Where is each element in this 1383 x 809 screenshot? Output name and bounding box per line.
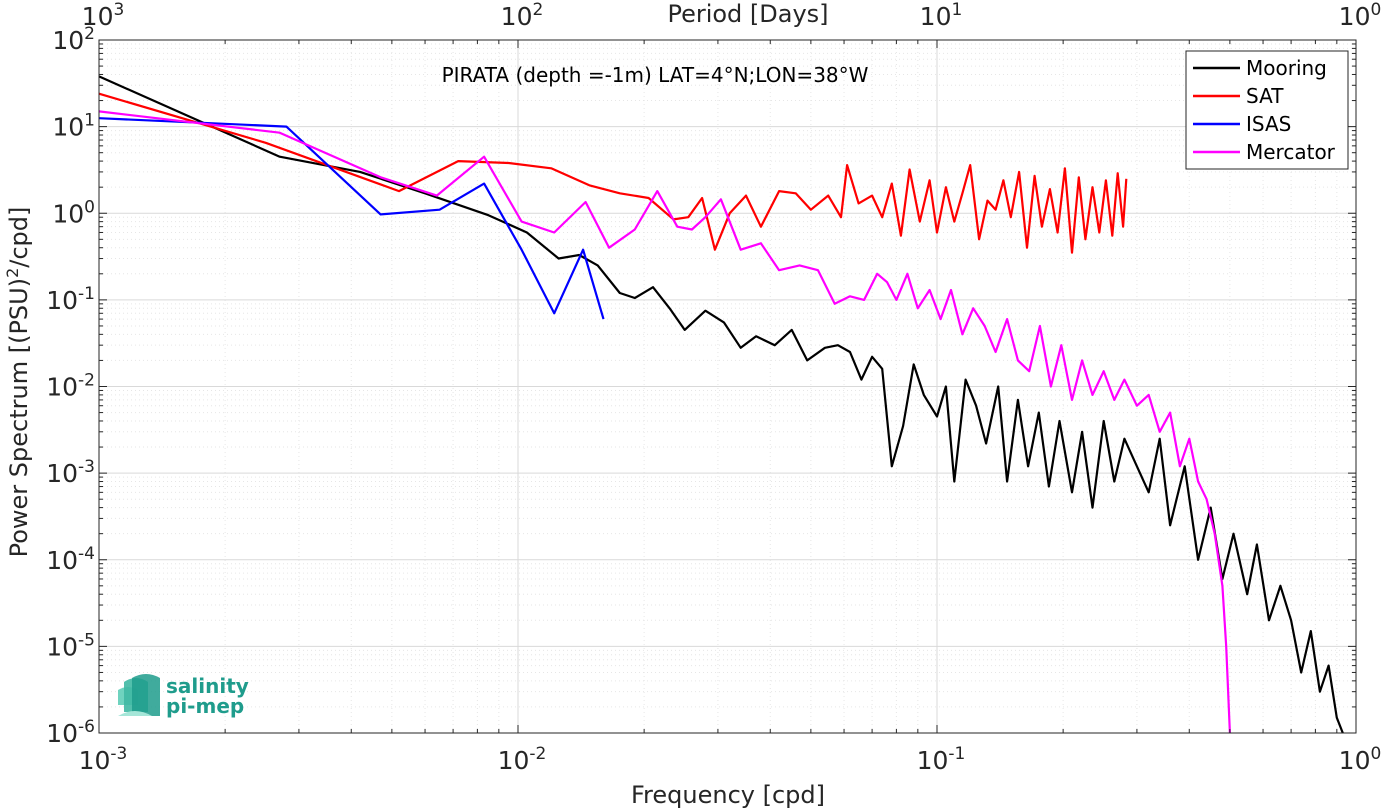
legend: Mooring SAT ISAS Mercator xyxy=(1185,50,1349,170)
y-tick-label: 10-3 xyxy=(46,457,95,488)
legend-label-mercator: Mercator xyxy=(1246,140,1336,164)
series-line-mooring xyxy=(98,75,1344,734)
x-axis-title: Frequency [cpd] xyxy=(631,781,825,809)
y-tick-label: 102 xyxy=(52,24,95,55)
y-axis-title-sup: 2 xyxy=(3,268,22,278)
x-tick-label: 10-3 xyxy=(79,744,128,775)
y-tick-label: 10-4 xyxy=(46,544,95,575)
logo-text-line1: salinity xyxy=(166,674,249,698)
y-tick-label: 10-2 xyxy=(46,371,95,402)
y-tick-label: 10-5 xyxy=(46,630,95,661)
logo-waves-icon xyxy=(118,674,160,716)
y-axis-title-main: Power Spectrum [(PSU) xyxy=(5,278,33,557)
legend-label-sat: SAT xyxy=(1246,84,1284,108)
logo-text-line2: pi-mep xyxy=(166,694,244,718)
y-tick-label: 100 xyxy=(52,197,95,228)
top-tick-label: 103 xyxy=(82,0,125,31)
legend-box xyxy=(1185,50,1349,170)
top-axis-title: Period [Days] xyxy=(667,0,828,28)
top-tick-label: 101 xyxy=(920,0,963,31)
legend-label-isas: ISAS xyxy=(1246,112,1291,136)
y-axis-title-tail: /cpd] xyxy=(5,207,33,268)
y-axis-title: Power Spectrum [(PSU)2/cpd] xyxy=(3,207,33,558)
chart-annotation: PIRATA (depth =-1m) LAT=4°N;LON=38°W xyxy=(442,63,869,87)
plot-lines xyxy=(98,75,1344,734)
x-tick-label: 10-1 xyxy=(917,744,966,775)
y-tick-label: 101 xyxy=(52,111,95,142)
top-tick-label: 100 xyxy=(1339,0,1382,31)
x-tick-label: 10-2 xyxy=(498,744,547,775)
salinity-pimep-logo: salinity pi-mep xyxy=(118,674,249,718)
y-tick-label: 10-6 xyxy=(46,717,95,748)
top-tick-label: 102 xyxy=(501,0,544,31)
legend-label-mooring: Mooring xyxy=(1246,56,1327,80)
y-tick-label: 10-1 xyxy=(46,284,95,315)
x-tick-label: 100 xyxy=(1339,744,1382,775)
series-line-isas xyxy=(98,117,605,320)
series-line-mercator xyxy=(98,110,1231,734)
series-line-sat xyxy=(98,92,1128,254)
